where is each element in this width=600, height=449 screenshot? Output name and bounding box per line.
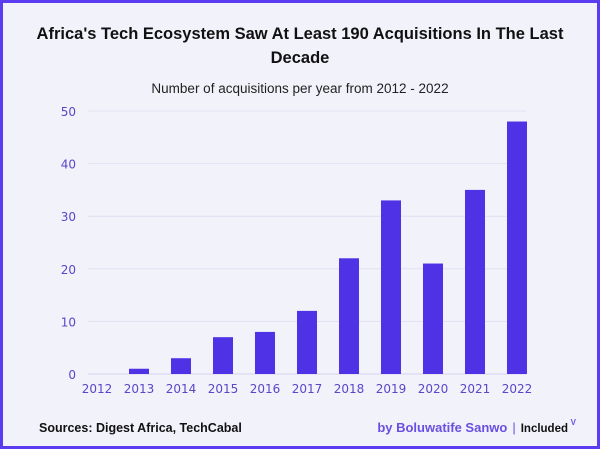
author-name: by Boluwatife Sanwo xyxy=(377,420,508,435)
bar-2015 xyxy=(213,337,233,374)
x-tick-label: 2017 xyxy=(292,382,323,396)
bar-2017 xyxy=(297,310,317,374)
x-tick-label: 2013 xyxy=(124,382,155,396)
logo-text: Included xyxy=(520,423,568,435)
bar-2022 xyxy=(507,121,527,375)
y-axis-ticks: 0 10 20 30 40 50 xyxy=(61,105,76,382)
bar-2019 xyxy=(381,200,401,374)
x-tick-label: 2019 xyxy=(376,382,407,396)
bar-2018 xyxy=(339,258,359,374)
y-tick-label: 50 xyxy=(61,105,76,119)
y-tick-label: 30 xyxy=(61,210,76,224)
bar-2013 xyxy=(129,368,149,374)
y-tick-label: 10 xyxy=(61,315,76,329)
x-tick-label: 2014 xyxy=(166,382,197,396)
chart-title-line-2: Decade xyxy=(270,49,330,67)
x-tick-label: 2021 xyxy=(460,382,491,396)
x-tick-label: 2020 xyxy=(418,382,449,396)
x-axis-ticks: 2012 2013 2014 2015 2016 2017 2018 2019 2020 2021… xyxy=(82,382,533,396)
x-tick-label: 2016 xyxy=(250,382,281,396)
byline-separator: | xyxy=(512,420,516,435)
chart-subtitle: Number of acquisitions per year from 201… xyxy=(151,81,449,96)
included-logo: Included V xyxy=(520,418,576,435)
x-tick-label: 2012 xyxy=(82,382,113,396)
x-tick-label: 2015 xyxy=(208,382,239,396)
y-tick-label: 20 xyxy=(61,263,76,277)
chart-title: Africa's Tech Ecosystem Saw At Least 190… xyxy=(0,22,600,70)
y-tick-label: 40 xyxy=(61,158,76,172)
bar-2014 xyxy=(171,358,191,374)
bar-2016 xyxy=(255,331,275,374)
chart-title-line-1: Africa's Tech Ecosystem Saw At Least 190… xyxy=(36,25,564,43)
sources-label: Sources: Digest Africa, TechCabal xyxy=(39,421,242,435)
byline: by Boluwatife Sanwo | Included V xyxy=(377,418,576,435)
x-tick-label: 2022 xyxy=(502,382,533,396)
bar-2021 xyxy=(465,189,485,374)
bars xyxy=(129,121,527,375)
bar-2020 xyxy=(423,263,443,374)
logo-mark-icon: V xyxy=(570,418,576,427)
y-tick-label: 0 xyxy=(68,368,76,382)
x-tick-label: 2018 xyxy=(334,382,365,396)
